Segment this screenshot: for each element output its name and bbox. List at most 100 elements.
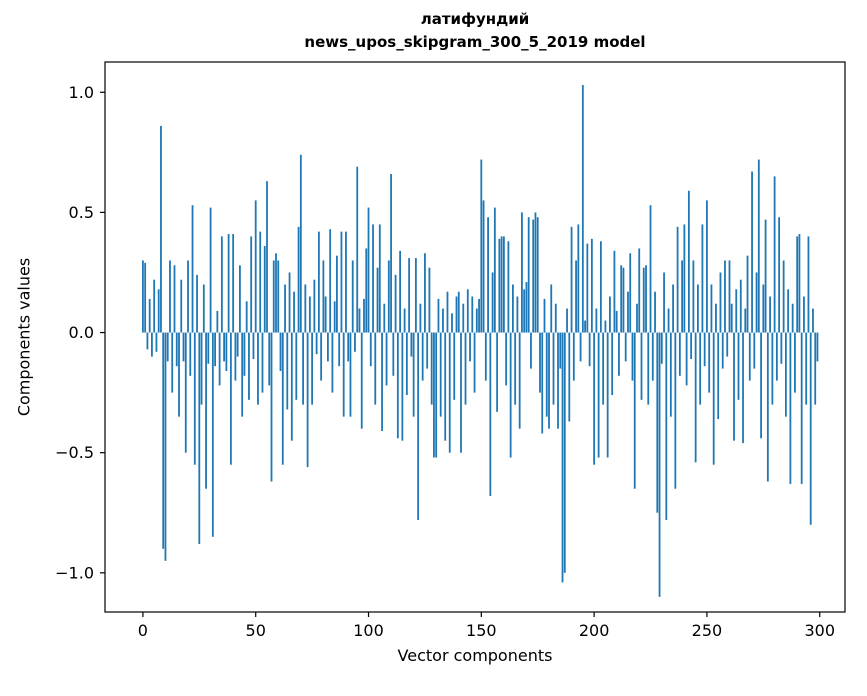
bar (471, 296, 474, 333)
bar (599, 241, 602, 333)
bar (261, 332, 264, 393)
bar (417, 332, 420, 520)
bar (151, 332, 153, 357)
bar (570, 226, 573, 333)
bar (656, 332, 659, 513)
bar (451, 313, 453, 333)
bar (530, 332, 532, 369)
bar (541, 332, 544, 434)
bar (435, 332, 438, 458)
bar (284, 284, 286, 333)
bar (184, 332, 187, 453)
bar (243, 332, 246, 376)
bar (699, 332, 702, 405)
bar (552, 332, 555, 405)
bar (419, 303, 422, 333)
bar (453, 332, 456, 400)
bar (523, 289, 526, 333)
bar (153, 279, 156, 333)
bar (482, 200, 485, 333)
bar (148, 298, 151, 333)
bar (735, 289, 738, 333)
bar (579, 332, 582, 362)
bar (360, 332, 363, 429)
bar (234, 332, 237, 381)
bar (753, 332, 756, 369)
bar (437, 298, 440, 333)
bar (708, 332, 711, 393)
bar (405, 332, 408, 396)
bar (232, 234, 235, 333)
bar (500, 236, 503, 333)
bar (638, 248, 641, 333)
bar (254, 200, 257, 333)
bar (512, 284, 514, 333)
bar (667, 308, 670, 333)
bar (507, 241, 510, 333)
bar (525, 282, 528, 333)
bar (182, 332, 185, 362)
bar (721, 332, 724, 369)
bar (473, 332, 476, 393)
bar (367, 207, 370, 333)
bar (593, 332, 596, 465)
bar (536, 217, 539, 333)
bar (710, 284, 713, 333)
bar (672, 284, 674, 333)
bar (297, 226, 300, 333)
bar (622, 267, 625, 333)
bar (491, 272, 494, 333)
bar (577, 224, 580, 333)
bar (171, 332, 174, 393)
bar (733, 332, 735, 441)
bar (816, 332, 819, 362)
bar (557, 332, 559, 429)
bar (263, 246, 266, 333)
bar (568, 332, 571, 422)
bar (516, 296, 519, 333)
bar (782, 260, 785, 333)
bar (701, 224, 704, 333)
bar (281, 332, 284, 465)
x-tick-label: 150 (466, 621, 497, 640)
bar (586, 243, 589, 333)
bar (757, 159, 760, 333)
bar (286, 332, 289, 410)
bar (778, 217, 781, 333)
bar (193, 332, 196, 465)
bar (647, 332, 650, 405)
bar (766, 332, 769, 482)
bar (642, 267, 645, 333)
bar (606, 332, 609, 458)
bar (636, 303, 638, 333)
bar (751, 171, 753, 333)
bar (618, 332, 620, 376)
bar (521, 212, 523, 333)
bar (196, 274, 198, 333)
bar (800, 332, 803, 484)
bar (669, 332, 672, 417)
bar (764, 219, 767, 333)
bar (726, 332, 729, 357)
bar (157, 289, 160, 333)
bar (414, 258, 417, 333)
bar (376, 267, 379, 333)
bar (275, 253, 277, 333)
bar (378, 224, 381, 333)
bar (703, 332, 706, 367)
bar (387, 260, 390, 333)
bar (545, 332, 548, 417)
bar (676, 226, 679, 333)
bar (214, 332, 216, 367)
bar (180, 279, 183, 333)
bar (496, 332, 499, 412)
bar (611, 332, 614, 396)
bar (489, 332, 492, 496)
bar (493, 207, 496, 333)
bar (191, 205, 194, 333)
bar (464, 332, 467, 405)
bar (324, 296, 327, 333)
bar (595, 308, 598, 333)
bar (575, 260, 577, 333)
bar (590, 238, 593, 333)
